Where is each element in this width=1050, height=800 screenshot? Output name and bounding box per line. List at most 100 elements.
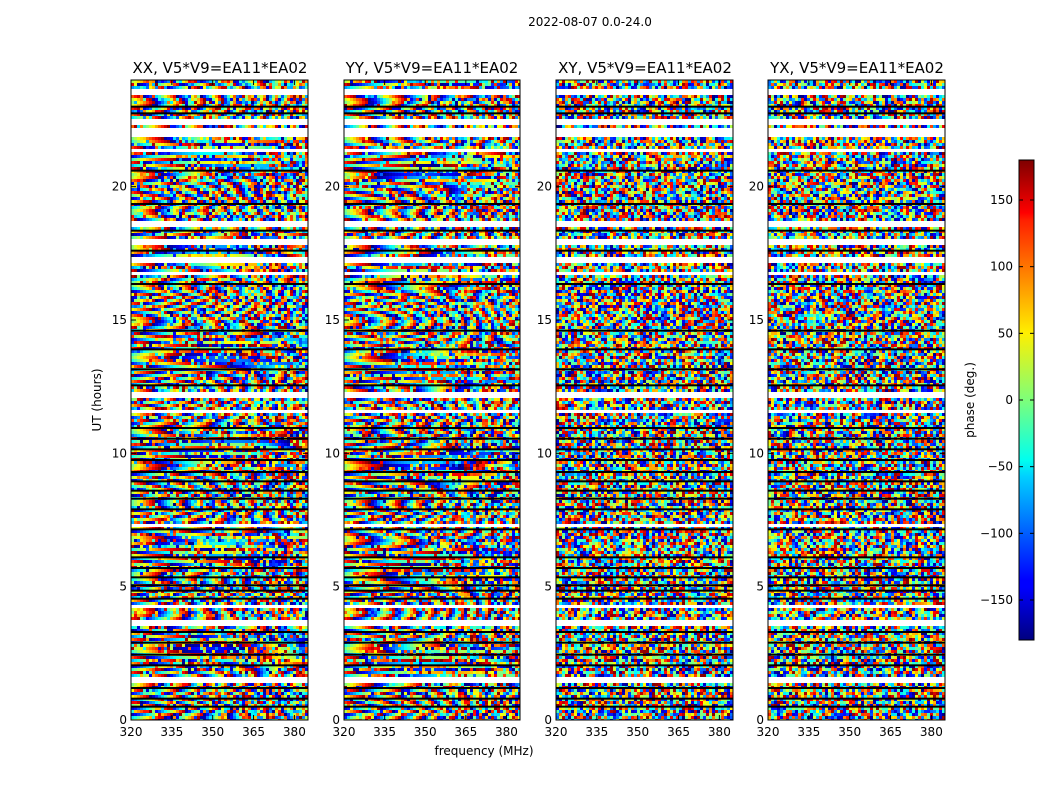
scan-boundary [768, 576, 945, 579]
scan-boundary [131, 567, 308, 569]
panel-1: XX, V5*V9=EA11*EA02 320 335 350 365 380 0 5 10… [112, 59, 309, 739]
x-axis: 320 335 350 365 380 [757, 80, 943, 739]
scan-boundary [556, 664, 733, 667]
scan-boundary [556, 589, 733, 592]
y-tick-label: 0 [332, 713, 340, 727]
figure-title: 2022-08-07 0.0-24.0 [528, 15, 652, 29]
y-tick-label: 10 [112, 446, 127, 460]
x-tick-label: 350 [201, 725, 224, 739]
scan-boundary [131, 584, 308, 587]
scan-boundary [344, 480, 520, 483]
scan-boundary [556, 169, 733, 172]
colorbar-tick-label: 100 [990, 260, 1013, 274]
scan-boundary [344, 448, 520, 451]
scan-boundary [556, 105, 733, 108]
scan-boundary [344, 229, 520, 232]
scan-boundary [131, 589, 308, 592]
y-axis: 0 5 10 15 20 [537, 180, 733, 727]
x-tick-label: 380 [920, 725, 943, 739]
scan-boundary [344, 471, 520, 473]
scan-boundary [344, 528, 520, 531]
scan-boundary [556, 448, 733, 451]
colorbar-tick-label: 50 [998, 326, 1013, 340]
scan-boundary [344, 705, 520, 708]
scan-boundary [556, 528, 733, 531]
x-axis-label: frequency (MHz) [434, 744, 533, 758]
scan-boundary [344, 497, 520, 500]
scan-boundary [768, 229, 945, 232]
x-tick-label: 335 [160, 725, 183, 739]
scan-boundary [344, 348, 520, 351]
y-tick-label: 10 [537, 446, 552, 460]
scan-boundary [344, 567, 520, 569]
scan-boundary [768, 687, 945, 689]
scan-boundary [344, 631, 520, 633]
x-tick-label: 335 [585, 725, 608, 739]
colorbar-label: phase (deg.) [963, 362, 977, 438]
scan-boundary [768, 697, 945, 700]
scan-boundary [131, 480, 308, 483]
scan-boundary [768, 448, 945, 451]
scan-boundary [556, 459, 733, 461]
x-tick-label: 320 [120, 725, 143, 739]
y-tick-label: 10 [325, 446, 340, 460]
scan-boundary [556, 427, 733, 429]
scan-boundary [131, 329, 308, 332]
x-tick-label: 380 [283, 725, 306, 739]
scan-boundary [131, 489, 308, 492]
scan-boundary [556, 687, 733, 689]
scan-boundary [768, 584, 945, 587]
scan-boundary [344, 368, 520, 371]
scan-boundary [131, 459, 308, 461]
scan-boundary [556, 508, 733, 511]
scan-boundary [768, 641, 945, 644]
scan-boundary [131, 348, 308, 351]
scan-boundary [768, 249, 945, 252]
plot-frame [130, 79, 309, 721]
panel-title: XY, V5*V9=EA11*EA02 [558, 59, 732, 77]
y-tick-label: 5 [119, 580, 127, 594]
scan-boundary [131, 653, 308, 656]
x-tick-label: 365 [242, 725, 265, 739]
y-tick-label: 15 [537, 313, 552, 327]
scan-boundary [131, 597, 308, 600]
y-tick-label: 5 [756, 580, 764, 594]
colorbar-tick-label: −50 [988, 460, 1013, 474]
scan-boundary [556, 480, 733, 483]
scan-boundary [768, 203, 945, 205]
scan-boundary [344, 687, 520, 689]
x-tick-label: 365 [667, 725, 690, 739]
x-tick-label: 365 [879, 725, 902, 739]
colorbar-tick-label: 0 [1005, 393, 1013, 407]
scan-boundary [131, 169, 308, 172]
scan-boundary [768, 705, 945, 708]
x-tick-label: 350 [414, 725, 437, 739]
scan-boundary [556, 229, 733, 232]
y-tick-label: 0 [119, 713, 127, 727]
scan-boundary [768, 597, 945, 600]
scan-boundary [768, 368, 945, 371]
panel-title: YY, V5*V9=EA11*EA02 [345, 59, 519, 77]
colorbar: 150 100 50 0 −50 −100 −150 phase (deg.) [963, 159, 1035, 641]
scan-boundary [768, 384, 945, 387]
scan-boundary [131, 384, 308, 387]
colorbar-tick-label: −100 [980, 526, 1013, 540]
heatmap-area [556, 80, 733, 720]
panel-title: YX, V5*V9=EA11*EA02 [769, 59, 944, 77]
scan-boundary [131, 576, 308, 579]
scan-boundary [344, 169, 520, 172]
panel-2: YY, V5*V9=EA11*EA02 320 335 350 365 380 0 5 10… [325, 59, 521, 739]
scan-boundary [344, 589, 520, 592]
scan-boundary [768, 329, 945, 332]
y-tick-label: 15 [749, 313, 764, 327]
scan-boundary [344, 556, 520, 559]
scan-boundary [768, 497, 945, 500]
scan-boundary [556, 567, 733, 569]
x-tick-label: 320 [333, 725, 356, 739]
scan-boundary [131, 497, 308, 500]
heatmap-area [131, 80, 308, 720]
scan-boundary [768, 283, 945, 285]
panel-title: XX, V5*V9=EA11*EA02 [133, 59, 308, 77]
scan-boundary [768, 471, 945, 473]
